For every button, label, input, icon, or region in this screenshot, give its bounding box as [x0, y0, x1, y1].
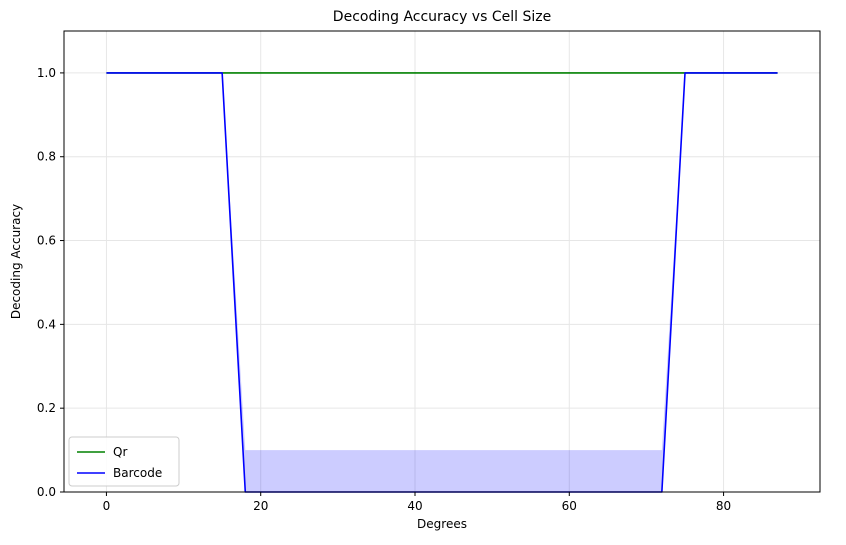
x-tick-label: 20: [253, 499, 268, 513]
plot-frame: [63, 30, 821, 493]
chart-title: Decoding Accuracy vs Cell Size: [333, 9, 551, 25]
legend: Qr Barcode: [68, 436, 180, 487]
x-axis-ticks: 0 20 40 60 80: [103, 492, 731, 513]
series-lines: [106, 72, 778, 493]
y-tick-label: 0.0: [37, 485, 56, 499]
legend-label-barcode: Barcode: [113, 466, 162, 480]
y-axis-ticks: 0.0 0.2 0.4 0.6 0.8 1.0: [37, 66, 64, 499]
line-barcode: [106, 72, 778, 493]
x-axis-label: Degrees: [417, 517, 467, 531]
y-tick-label: 1.0: [37, 66, 56, 80]
confidence-bands: [106, 72, 778, 492]
x-tick-label: 60: [562, 499, 577, 513]
y-tick-label: 0.6: [37, 234, 56, 248]
x-tick-label: 80: [716, 499, 731, 513]
y-tick-label: 0.2: [37, 401, 56, 415]
y-tick-label: 0.8: [37, 150, 56, 164]
x-tick-label: 40: [407, 499, 422, 513]
x-tick-label: 0: [103, 499, 111, 513]
band-barcode: [106, 72, 778, 492]
y-tick-label: 0.4: [37, 317, 56, 331]
y-axis-label: Decoding Accuracy: [9, 204, 23, 319]
legend-label-qr: Qr: [113, 445, 127, 459]
grid: [64, 31, 820, 493]
